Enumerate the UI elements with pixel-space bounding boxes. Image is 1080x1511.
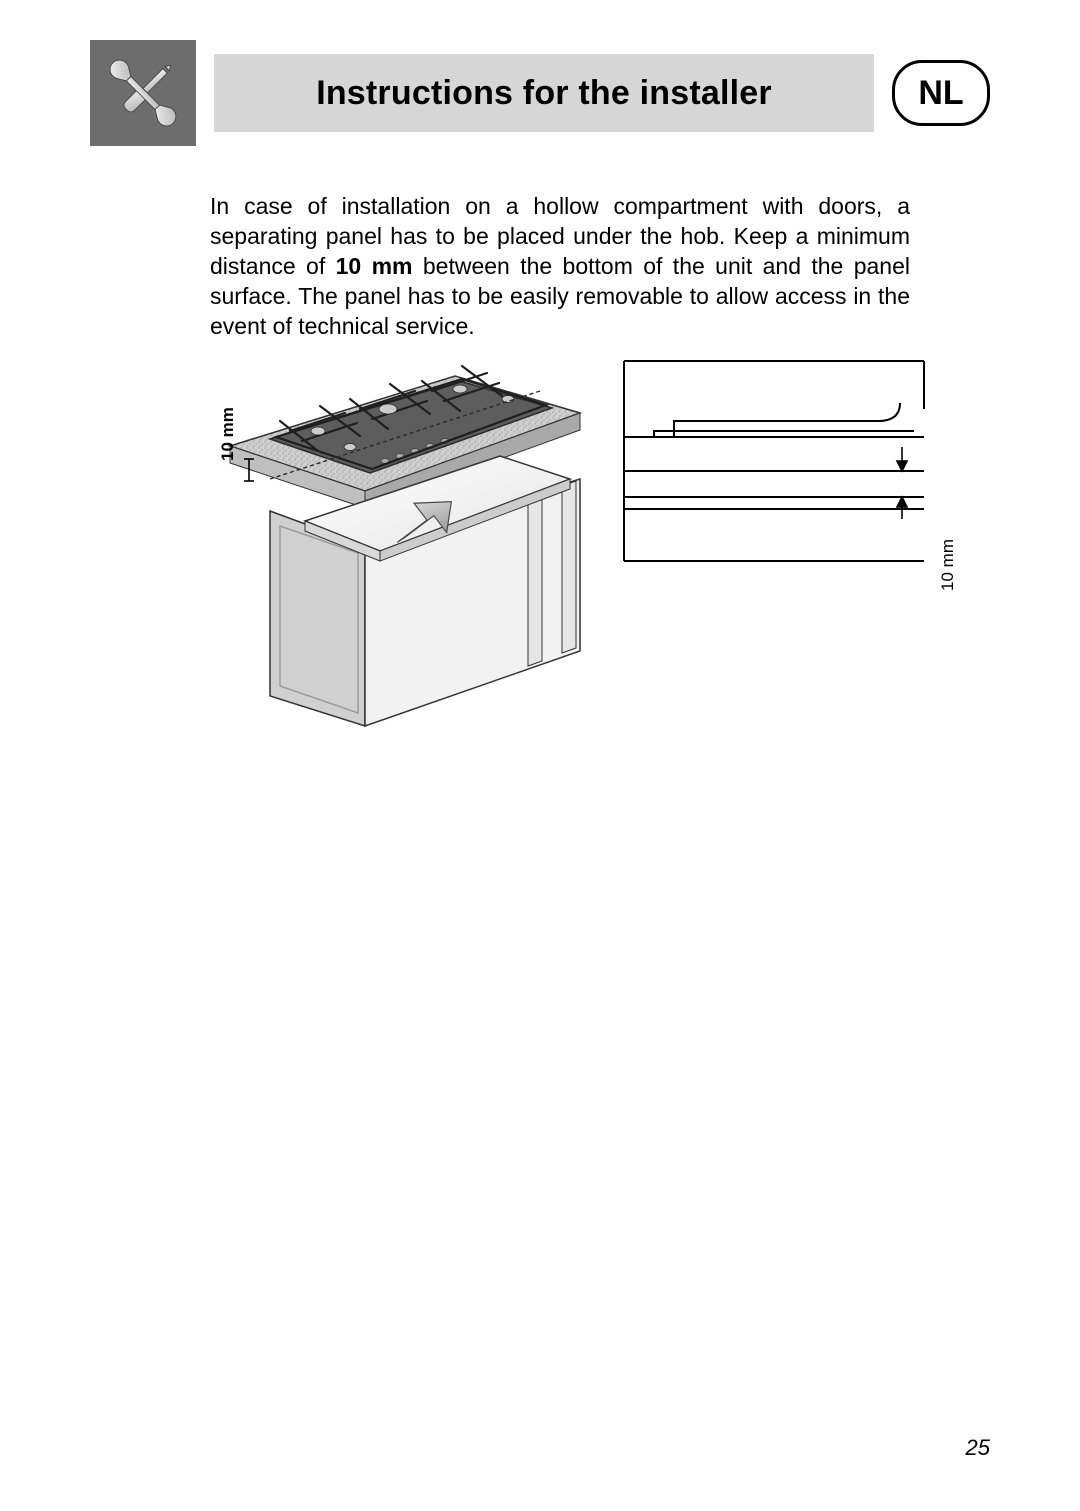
figure1-dimension-label: 10 mm: [218, 408, 238, 462]
manual-page: Instructions for the installer NL In cas…: [0, 0, 1080, 1511]
body-text-bold: 10 mm: [336, 253, 413, 279]
figure-hob-cabinet: 10 mm: [210, 351, 590, 731]
header-row: Instructions for the installer NL: [90, 40, 990, 146]
figures-row: 10 mm: [210, 351, 990, 731]
figure-cross-section: 10 mm: [614, 351, 934, 611]
tools-icon-box: [90, 40, 196, 146]
page-title: Instructions for the installer: [316, 74, 772, 113]
figure2-dimension-label: 10 mm: [938, 539, 958, 591]
language-badge-text: NL: [918, 74, 963, 113]
language-badge: NL: [892, 60, 990, 126]
title-bar: Instructions for the installer: [214, 54, 874, 132]
page-number: 25: [966, 1435, 990, 1461]
body-paragraph: In case of installation on a hollow comp…: [210, 192, 910, 341]
figure-cross-section-svg: [614, 351, 934, 611]
figure-hob-cabinet-svg: [210, 351, 590, 731]
tools-icon: [104, 54, 182, 132]
